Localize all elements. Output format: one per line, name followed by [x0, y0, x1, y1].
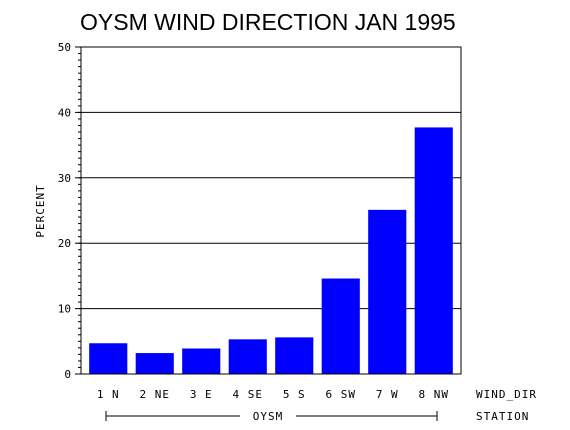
bar [321, 278, 360, 374]
x-tick-label: 8 NW [419, 388, 450, 401]
bar [182, 348, 221, 374]
y-axis-label: PERCENT [34, 184, 47, 237]
x-tick-labels: 1 N 2 NE 3 E 4 SE 5 S 6 SW 7 W 8 NW [97, 388, 450, 401]
x-tick-label: 4 SE [233, 388, 264, 401]
y-tick-label: 40 [58, 106, 71, 119]
station-group-label: OYSM [253, 410, 284, 423]
chart-title: OYSM WIND DIRECTION JAN 1995 [80, 9, 456, 35]
station-axis-label: STATION [476, 410, 529, 423]
bar [368, 209, 407, 374]
bar [228, 339, 267, 374]
y-tick-labels: 0 10 20 30 40 50 [58, 41, 71, 381]
bars [89, 127, 453, 374]
x-tick-label: 6 SW [326, 388, 357, 401]
y-tick-label: 50 [58, 41, 71, 54]
x-tick-label: 7 W [376, 388, 399, 401]
bar [275, 337, 314, 374]
x-tick-label: 1 N [97, 388, 120, 401]
bar [89, 343, 128, 374]
y-tick-label: 20 [58, 237, 71, 250]
y-tick-label: 0 [64, 368, 71, 381]
y-tick-label: 10 [58, 303, 71, 316]
bar [135, 353, 174, 374]
plot-frame [80, 46, 462, 375]
x-axis-label: WIND_DIR [476, 388, 537, 401]
x-tick-label: 3 E [190, 388, 213, 401]
bar [414, 127, 453, 374]
x-tick-label: 2 NE [140, 388, 171, 401]
x-tick-label: 5 S [283, 388, 306, 401]
y-tick-label: 30 [58, 172, 71, 185]
